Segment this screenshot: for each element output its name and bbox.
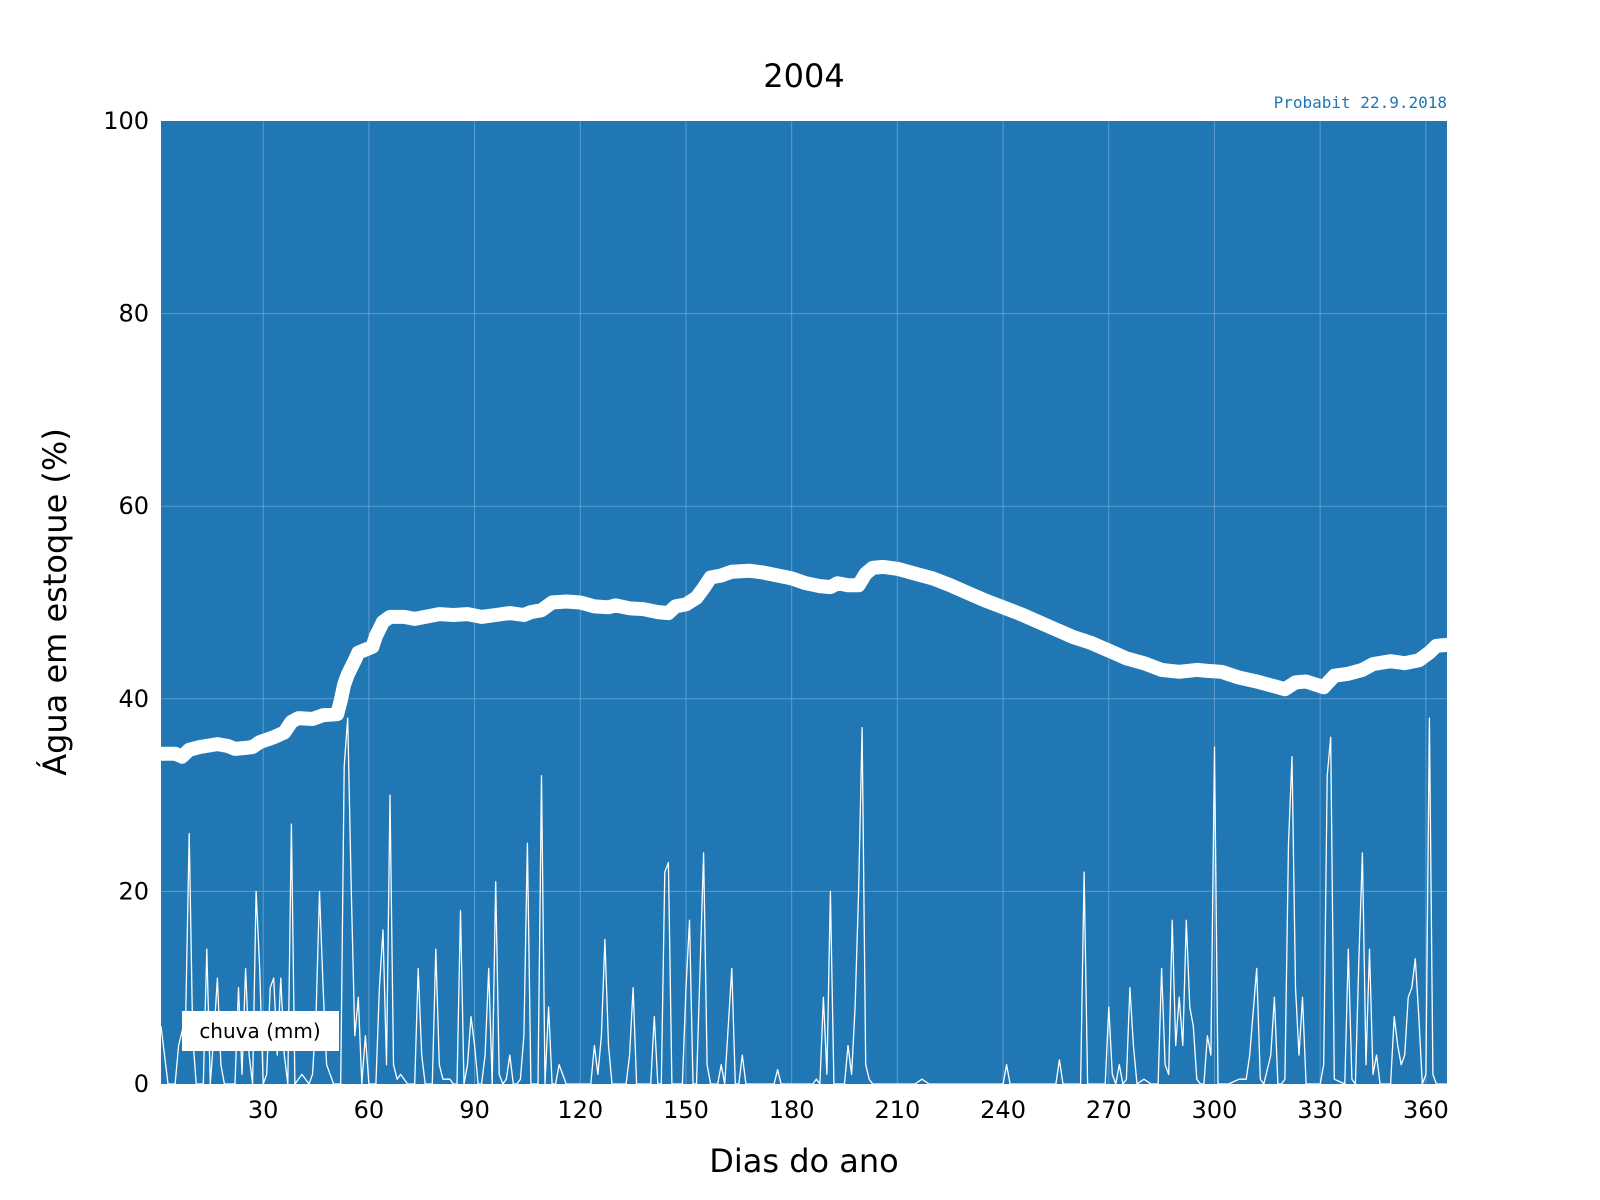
y-tick-label: 0	[134, 1070, 149, 1098]
x-tick-label: 30	[248, 1096, 279, 1124]
y-tick-label: 20	[118, 877, 149, 905]
rain-series	[160, 717, 1447, 1085]
legend: chuva (mm)	[182, 1011, 339, 1051]
x-tick-label: 210	[874, 1096, 920, 1124]
x-tick-label: 300	[1192, 1096, 1238, 1124]
x-axis-title: Dias do ano	[709, 1142, 899, 1180]
stock-line	[154, 559, 1454, 764]
x-tick-label: 360	[1403, 1096, 1449, 1124]
legend-box	[182, 1011, 339, 1051]
legend-label-rain: chuva (mm)	[199, 1019, 320, 1043]
x-axis-ticks: 30 60 90 120 150 180 210 240 270 300 330 360	[248, 1096, 1449, 1124]
plot-area	[161, 121, 1447, 1084]
rain-line	[160, 717, 1447, 1085]
x-tick-label: 120	[557, 1096, 603, 1124]
x-tick-label: 240	[980, 1096, 1026, 1124]
chart-title: 2004	[763, 57, 844, 95]
y-tick-label: 60	[118, 492, 149, 520]
x-tick-label: 150	[663, 1096, 709, 1124]
y-tick-label: 40	[118, 685, 149, 713]
y-axis-ticks: 0 20 40 60 80 100	[103, 107, 149, 1098]
x-tick-label: 60	[354, 1096, 385, 1124]
stock-series	[154, 559, 1454, 764]
x-tick-label: 270	[1086, 1096, 1132, 1124]
x-tick-label: 330	[1297, 1096, 1343, 1124]
x-tick-label: 90	[459, 1096, 490, 1124]
y-tick-label: 100	[103, 107, 149, 135]
x-tick-label: 180	[769, 1096, 815, 1124]
y-tick-label: 80	[118, 300, 149, 328]
y-axis-title: Água em estoque (%)	[36, 428, 74, 776]
credit-label: Probabit 22.9.2018	[1274, 93, 1447, 112]
